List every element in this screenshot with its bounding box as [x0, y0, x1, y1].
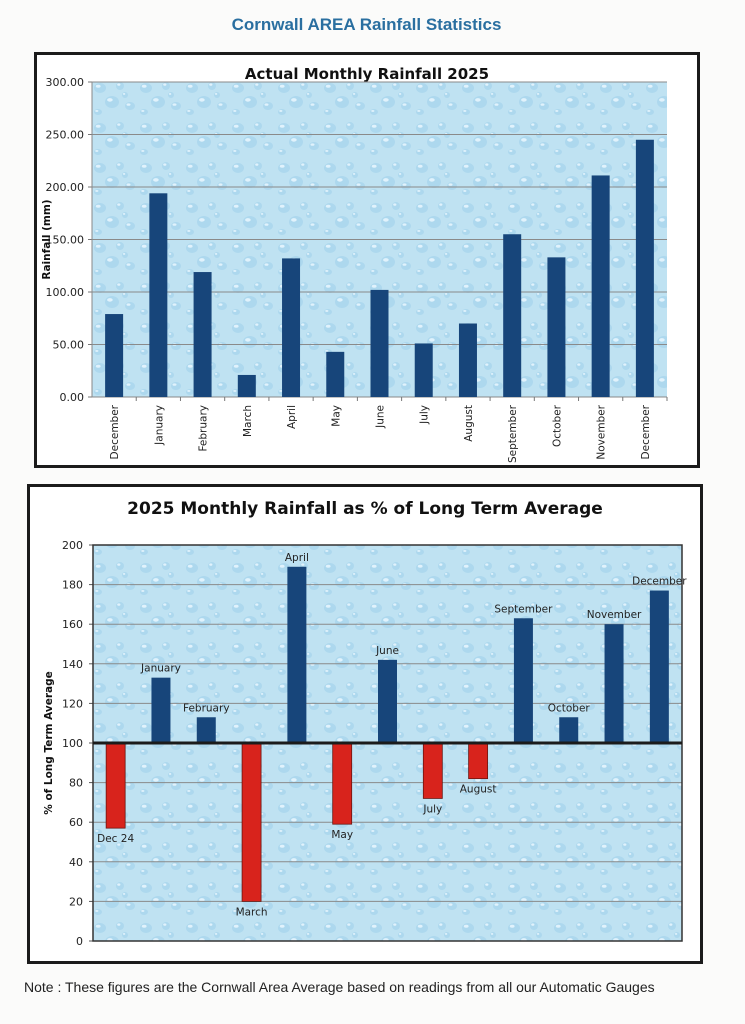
bar-april: [282, 258, 301, 397]
bar-september: [503, 234, 522, 397]
data-label: December: [632, 576, 687, 588]
data-label: September: [494, 603, 553, 615]
bar-june: [370, 289, 389, 397]
bar-july: [414, 343, 433, 397]
y-tick-label: 160: [62, 618, 83, 631]
bar-november: [591, 175, 610, 397]
bar-october: [559, 717, 579, 743]
x-tick-label: December: [640, 404, 652, 459]
y-tick-label: 40: [69, 856, 83, 869]
data-label: October: [548, 702, 591, 714]
y-tick-label: 80: [69, 777, 83, 790]
bar-january: [149, 193, 168, 397]
bar-may: [332, 742, 353, 825]
bar-september: [513, 618, 533, 743]
bar-dec-24: [105, 742, 126, 829]
y-tick-label: 0.00: [60, 391, 85, 404]
y-tick-label: 250.00: [46, 129, 85, 142]
y-axis-label: % of Long Term Average: [43, 671, 55, 814]
bar-january: [151, 677, 171, 743]
data-label: November: [587, 609, 642, 621]
y-tick-label: 0: [76, 935, 83, 948]
bar-august: [458, 323, 477, 397]
data-label: March: [236, 906, 268, 918]
data-label: April: [285, 552, 309, 564]
data-label: February: [183, 702, 230, 714]
x-tick-label: October: [551, 404, 563, 447]
y-tick-label: 200: [62, 539, 83, 552]
x-tick-label: December: [109, 404, 121, 459]
y-axis-label: Rainfall (mm): [41, 199, 53, 279]
chart-title: 2025 Monthly Rainfall as % of Long Term …: [127, 499, 603, 519]
bar-august: [468, 742, 489, 780]
bar-december: [649, 590, 669, 743]
x-tick-label: September: [507, 404, 519, 463]
x-tick-label: March: [242, 405, 254, 437]
data-label: Dec 24: [97, 833, 134, 845]
y-tick-label: 120: [62, 697, 83, 710]
data-label: May: [331, 829, 353, 841]
data-label: July: [422, 803, 442, 815]
y-tick-label: 300.00: [46, 76, 85, 89]
y-tick-label: 150.00: [46, 234, 85, 247]
y-tick-label: 140: [62, 658, 83, 671]
x-tick-label: May: [330, 405, 342, 427]
bar-june: [378, 659, 397, 743]
bar-march: [241, 742, 262, 902]
chart-title: Actual Monthly Rainfall 2025: [244, 65, 490, 83]
data-label: August: [460, 784, 497, 796]
bar-december: [105, 314, 124, 397]
y-tick-label: 100.00: [46, 286, 85, 299]
y-tick-label: 200.00: [46, 181, 85, 194]
bar-april: [287, 566, 307, 743]
y-tick-label: 50.00: [53, 339, 85, 352]
bar-october: [547, 257, 566, 397]
x-tick-label: August: [463, 405, 475, 442]
x-tick-label: November: [596, 404, 608, 459]
y-tick-label: 20: [69, 895, 83, 908]
data-label: June: [375, 645, 399, 657]
page-title: Cornwall AREA Rainfall Statistics: [231, 15, 502, 34]
x-tick-label: June: [375, 405, 387, 429]
bar-may: [326, 351, 345, 397]
bar-december: [635, 139, 654, 397]
bar-march: [237, 374, 256, 397]
bar-february: [193, 272, 212, 397]
bar-february: [196, 717, 216, 743]
x-tick-label: April: [286, 405, 298, 429]
bar-july: [422, 742, 443, 799]
y-tick-label: 100: [62, 737, 83, 750]
y-tick-label: 180: [62, 579, 83, 592]
y-tick-label: 60: [69, 816, 83, 829]
x-tick-label: July: [419, 405, 431, 425]
data-label: January: [140, 663, 181, 675]
footnote: Note : These figures are the Cornwall Ar…: [24, 979, 655, 995]
bar-november: [604, 624, 624, 743]
x-tick-label: February: [198, 405, 210, 452]
x-tick-label: January: [153, 405, 165, 446]
